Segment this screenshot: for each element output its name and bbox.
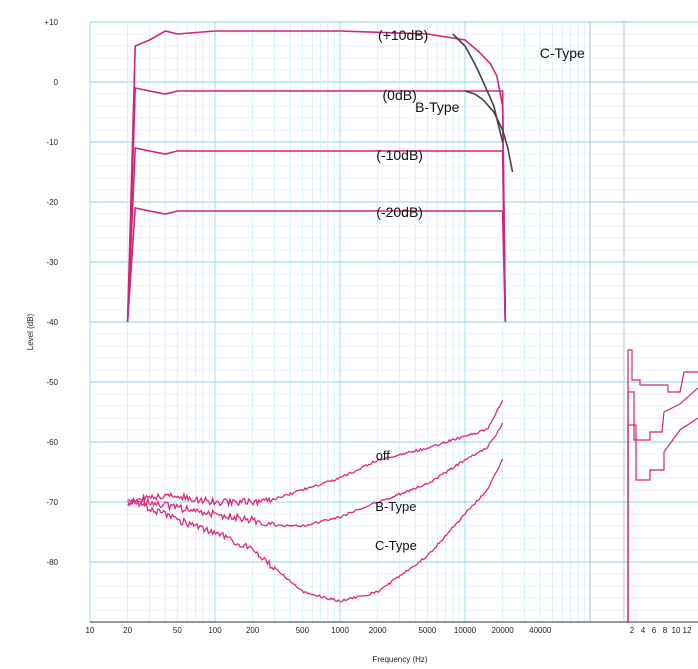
right-panel: 2 4 6 8 10 12 [626,349,698,635]
series-line [126,30,507,323]
x-tick-label: 20000 [492,626,515,635]
x-tick-label: 10000 [454,626,477,635]
x-tick-label: 2000 [369,626,387,635]
y-tick-label: -50 [46,378,58,387]
x-tick-label: 20 [123,626,132,635]
y-tick-label: 0 [54,78,59,87]
x-tick-label: 40000 [529,626,552,635]
series-line [127,400,504,508]
annotation-label: B-Type [415,99,460,115]
annotation-label: (+10dB) [378,27,428,43]
right-panel-tick-label: 6 [652,626,657,635]
annotation-label: off [376,448,391,463]
x-tick-label: 50 [173,626,182,635]
x-tick-label: 100 [208,626,222,635]
y-axis-label: Level (dB) [26,313,35,350]
x-tick-label: 1000 [331,626,349,635]
y-tick-label: -20 [46,198,58,207]
y-tick-label: -10 [46,138,58,147]
y-tick-labels: +10 0 -10 -20 -30 -40 -50 -60 -70 -80 [44,18,58,567]
x-tick-label: 500 [296,626,310,635]
x-tick-label: 5000 [418,626,436,635]
x-tick-label: 10 [86,626,95,635]
series-line [127,458,504,603]
y-tick-label: -80 [46,558,58,567]
annotation-label: (-10dB) [376,147,423,163]
series-line [126,147,507,323]
annotation-label: C-Type [375,538,417,553]
series-line [126,207,507,323]
x-tick-labels: 10 20 50 100 200 500 1000 2000 5000 10000 20000 400… [86,626,552,635]
right-panel-tick-label: 4 [641,626,646,635]
right-panel-tick-label: 8 [663,626,668,635]
series-line [127,422,504,528]
x-tick-label: 200 [246,626,260,635]
y-tick-label: -30 [46,258,58,267]
annotation-label: B-Type [375,499,416,514]
right-panel-tick-label: 2 [630,626,635,635]
annotations: (+10dB) (0dB) (-10dB) (-20dB) B-Type C-Type of… [375,27,585,553]
x-axis-label: Frequency (Hz) [372,655,427,664]
annotation-label: C-Type [540,45,585,61]
right-panel-tick-label: 10 [672,626,681,635]
series-line [464,90,514,173]
right-panel-tick-label: 12 [683,626,692,635]
y-tick-label: -70 [46,498,58,507]
right-panel-trace [626,417,698,623]
y-tick-label: -60 [46,438,58,447]
annotation-label: (0dB) [383,87,417,103]
series-lines [126,30,514,603]
y-tick-label: +10 [44,18,58,27]
annotation-label: (-20dB) [376,204,423,220]
series-line [452,33,504,143]
series-line [126,87,507,323]
y-tick-label: -40 [46,318,58,327]
